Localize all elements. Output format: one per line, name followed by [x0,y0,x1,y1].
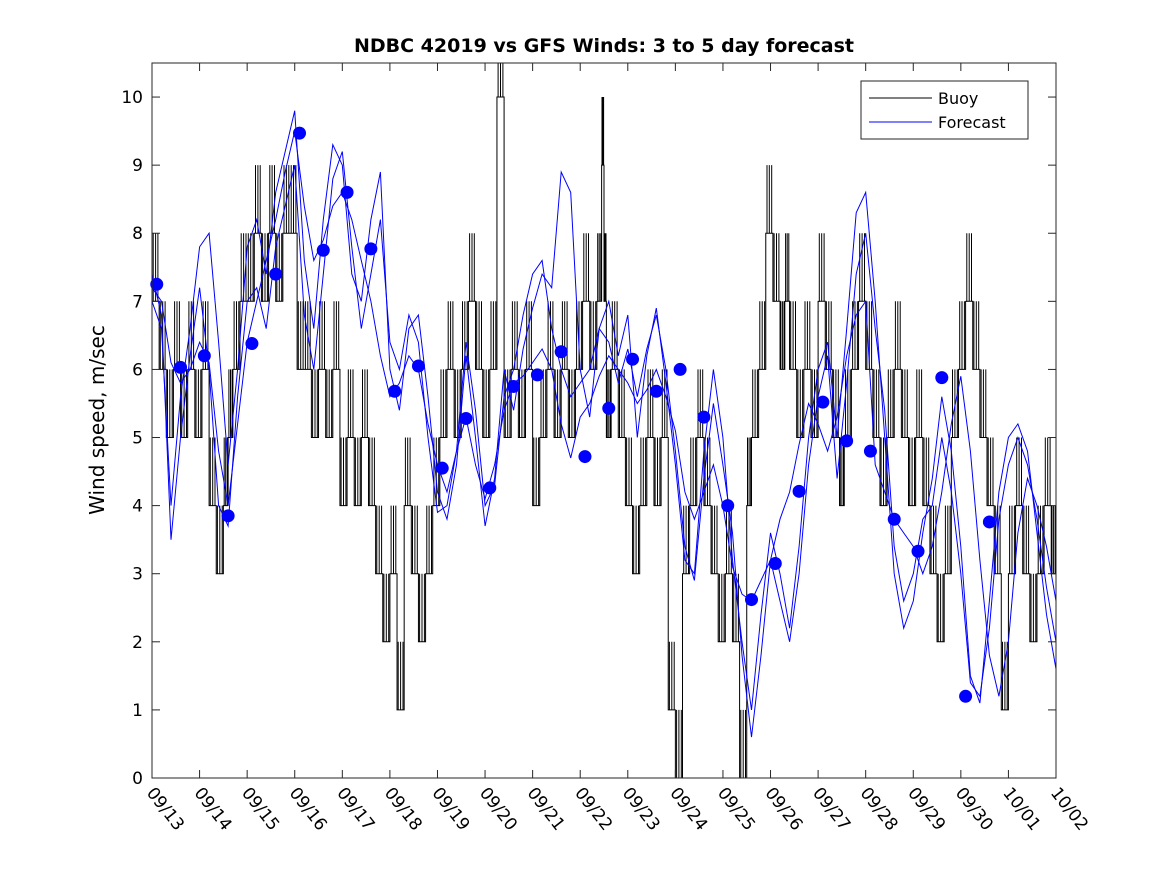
y-tick-label: 3 [132,565,143,585]
forecast-point [150,277,164,291]
forecast-point [673,362,687,376]
y-axis: 0 1 2 3 4 5 6 7 8 9 10 [121,88,1056,789]
forecast-point [292,126,306,140]
forecast-points [150,126,996,703]
forecast-series [151,110,1057,738]
y-tick-label: 4 [132,497,143,517]
forecast-point [174,360,188,374]
forecast-point [221,509,235,523]
buoy-series [152,63,1057,779]
forecast-point [411,359,425,373]
y-axis-label: Wind speed, m/sec [85,325,109,515]
forecast-point [530,368,544,382]
forecast-point [816,395,830,409]
forecast-point [340,185,354,199]
forecast-line-2 [151,110,1057,710]
forecast-point [792,484,806,498]
y-tick-label: 8 [132,224,143,244]
buoy-line [152,63,1057,779]
forecast-point [649,384,663,398]
y-tick-label: 5 [132,429,143,449]
forecast-point [911,544,925,558]
forecast-point [721,499,735,513]
forecast-point [197,349,211,363]
forecast-point [887,512,901,526]
y-tick-label: 1 [132,701,143,721]
y-tick-label: 9 [132,156,143,176]
forecast-point [744,593,758,607]
y-tick-label: 10 [121,88,143,108]
legend-forecast-label: Forecast [938,113,1006,132]
forecast-point [935,371,949,385]
forecast-point [626,352,640,366]
forecast-point [316,243,330,257]
y-tick-label: 7 [132,292,143,312]
forecast-line-3 [151,151,1057,738]
y-tick-label: 0 [132,769,143,789]
forecast-point [483,481,497,495]
y-tick-label: 6 [132,360,143,380]
forecast-point [578,450,592,464]
forecast-point [364,242,378,256]
forecast-point [959,689,973,703]
y-tick-label: 2 [132,633,143,653]
legend-box [860,80,1029,140]
forecast-point [840,434,854,448]
forecast-point [982,515,996,529]
forecast-line-1 [151,130,1057,697]
forecast-point [554,345,568,359]
forecast-point [697,410,711,424]
forecast-point [269,267,283,281]
chart-title: NDBC 42019 vs GFS Winds: 3 to 5 day fore… [354,35,854,57]
forecast-point [435,461,449,475]
forecast-point [459,411,473,425]
forecast-point [768,557,782,570]
forecast-point [863,444,877,458]
legend-buoy-label: Buoy [938,89,978,108]
forecast-point [245,337,259,351]
plot-frame [151,62,1057,779]
forecast-point [388,384,402,398]
forecast-point [507,379,521,393]
forecast-point [602,401,616,415]
legend: Buoy Forecast [860,80,1029,140]
